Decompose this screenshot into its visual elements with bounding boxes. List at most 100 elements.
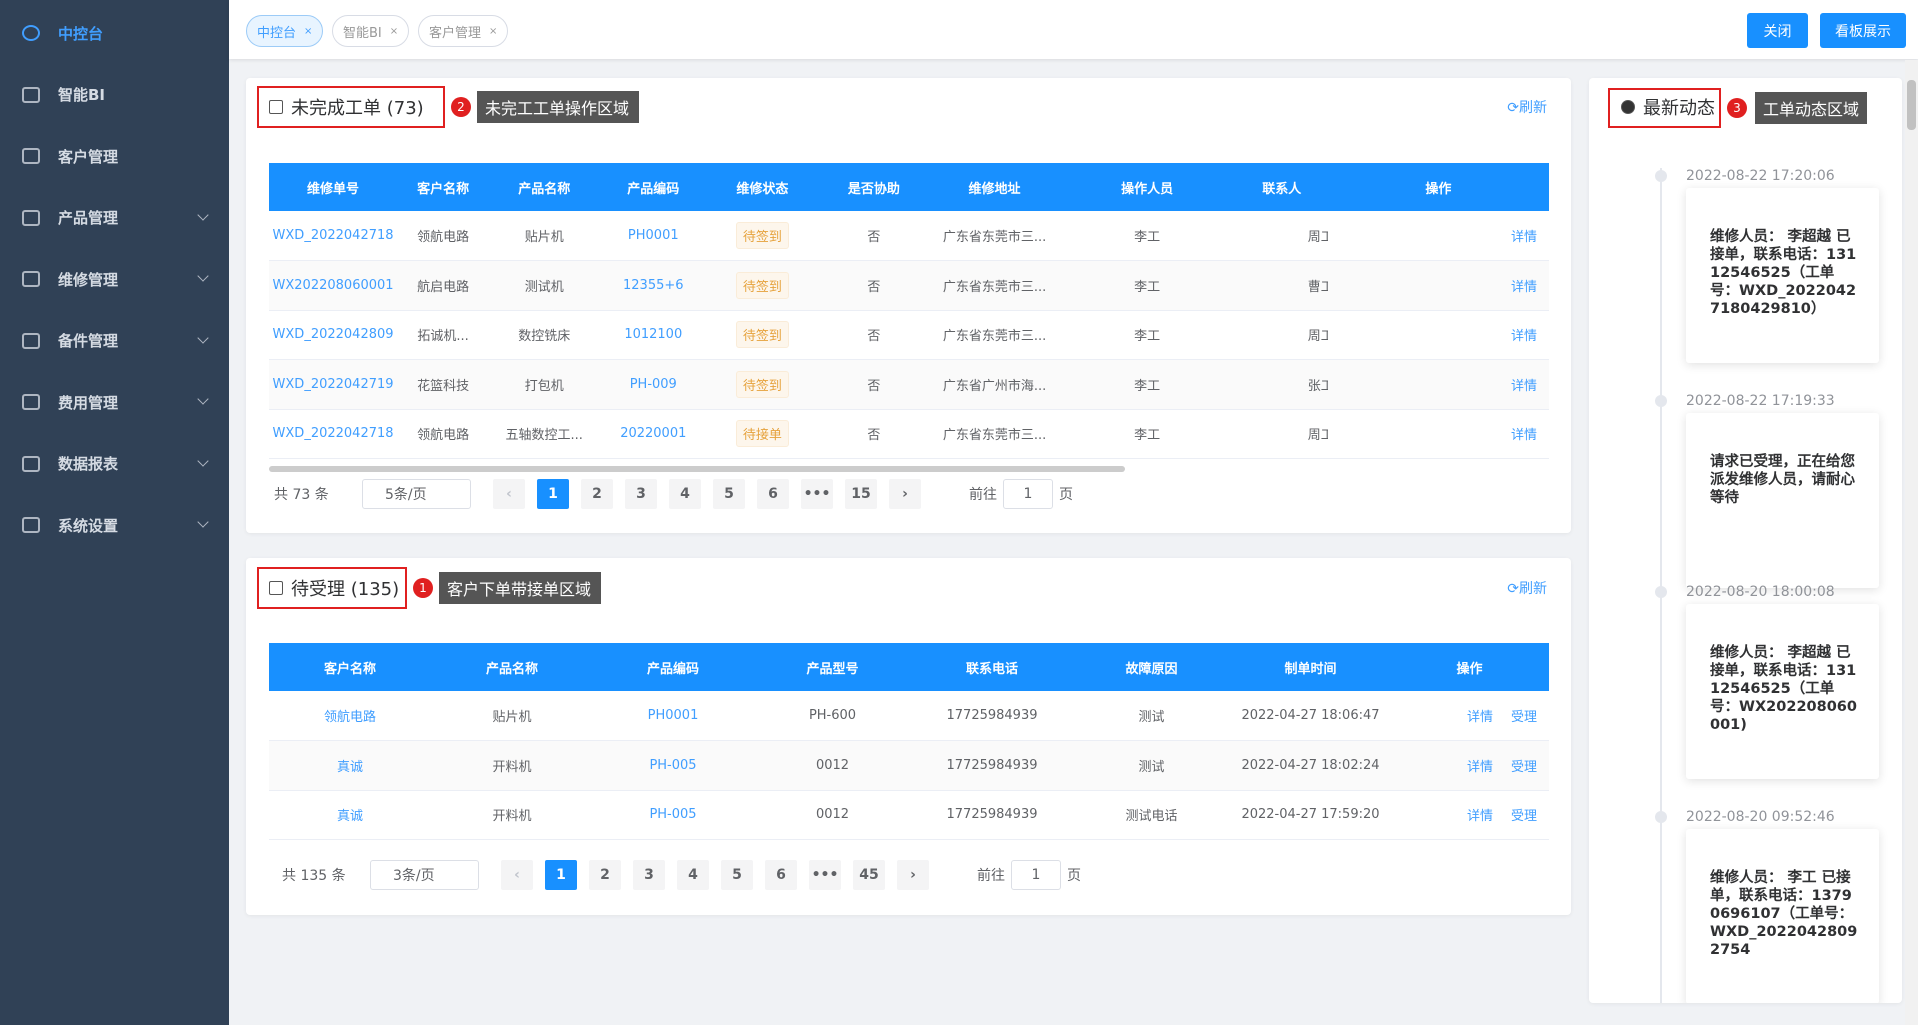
action-link[interactable]: 详情 xyxy=(1466,710,1493,725)
table-cell: 否 xyxy=(817,310,931,360)
page-button[interactable]: 3 xyxy=(625,479,657,509)
link[interactable]: PH-009 xyxy=(629,376,677,392)
link[interactable]: PH0001 xyxy=(627,228,679,243)
tab[interactable]: 客户管理 × xyxy=(418,15,509,47)
link[interactable]: 领航电路 xyxy=(323,710,376,725)
table-cell: 领航电路 xyxy=(397,211,490,261)
action-link[interactable]: 受理 xyxy=(1510,710,1537,725)
link[interactable]: 真诚 xyxy=(336,759,363,775)
link[interactable]: 20220001 xyxy=(620,426,687,442)
column-header: 客户名称 xyxy=(269,643,431,691)
page-button[interactable]: 1 xyxy=(537,479,569,509)
link[interactable]: PH-005 xyxy=(649,807,697,823)
detail-link[interactable]: 详情 xyxy=(1510,329,1537,345)
goto-input[interactable]: 1 xyxy=(1011,860,1061,890)
column-header: 制单时间 xyxy=(1231,643,1390,691)
table-cell: PH-009 xyxy=(599,359,708,410)
nav-item[interactable]: 费用管理 xyxy=(0,377,229,427)
nav-item[interactable]: 系统设置 xyxy=(0,500,229,550)
link[interactable]: 真诚 xyxy=(336,809,363,825)
nav-item[interactable]: 智能BI xyxy=(0,70,229,120)
page-button[interactable]: 2 xyxy=(589,860,621,890)
goto-label: 前往 xyxy=(969,487,997,503)
page-button[interactable]: ••• xyxy=(809,860,841,890)
page-button[interactable]: 5 xyxy=(713,479,745,509)
link[interactable]: PH-005 xyxy=(649,757,697,773)
table-cell: 详情 xyxy=(1327,260,1549,311)
column-header: 产品型号 xyxy=(753,643,912,691)
table-cell: 详情 xyxy=(1327,310,1549,360)
link[interactable]: WX202208060001 xyxy=(272,277,394,293)
table-cell: 周工 xyxy=(1235,409,1328,459)
nav-item[interactable]: 数据报表 xyxy=(0,439,229,489)
nav-icon xyxy=(22,86,40,103)
column-header: 是否协助 xyxy=(817,163,931,211)
header-button[interactable]: 看板展示 xyxy=(1820,13,1906,48)
nav-item[interactable]: 客户管理 xyxy=(0,131,229,181)
link[interactable]: WXD_2022042718 xyxy=(272,426,394,442)
link[interactable]: 1012100 xyxy=(624,327,683,343)
page-button[interactable]: 6 xyxy=(765,860,797,890)
page-button[interactable]: 4 xyxy=(669,479,701,509)
nav-item[interactable]: 维修管理 xyxy=(0,254,229,304)
cell-text: 张工 xyxy=(1307,378,1328,394)
page-button[interactable]: 4 xyxy=(677,860,709,890)
action-link[interactable]: 受理 xyxy=(1510,809,1537,825)
link[interactable]: WXD_2022042809 xyxy=(272,327,394,343)
page-button[interactable]: 5 xyxy=(721,860,753,890)
table-cell: 领航电路 xyxy=(397,409,490,459)
nav-label: 费用管理 xyxy=(58,393,119,412)
detail-link[interactable]: 详情 xyxy=(1510,279,1537,295)
prev-page[interactable]: ‹ xyxy=(501,860,533,890)
cell-text: 李工 xyxy=(1134,279,1161,295)
tab-close[interactable]: × xyxy=(489,25,498,37)
tab-label: 中控台 xyxy=(257,25,297,41)
panel-title: 待受理 (135) xyxy=(269,576,399,600)
activity-panel: 最新动态 3 工单动态区域 2022-08-22 17:20:06 维修人员： 李超越 … xyxy=(1589,78,1902,1003)
link[interactable]: WXD_2022042718 xyxy=(272,228,394,243)
detail-link[interactable]: 详情 xyxy=(1510,230,1537,245)
page-button[interactable]: 45 xyxy=(853,860,885,890)
next-page[interactable]: › xyxy=(897,860,929,890)
nav-item[interactable]: 产品管理 xyxy=(0,193,229,243)
link[interactable]: WXD_2022042719 xyxy=(272,376,394,392)
tab[interactable]: 智能BI × xyxy=(332,15,410,47)
page-button[interactable]: 3 xyxy=(633,860,665,890)
refresh-link[interactable]: ⟳刷新 xyxy=(1507,581,1547,597)
table-cell: 花篮科技 xyxy=(397,359,490,410)
link[interactable]: PH0001 xyxy=(647,708,699,723)
page-button[interactable]: 2 xyxy=(581,479,613,509)
header-button[interactable]: 关闭 xyxy=(1747,13,1808,48)
tab[interactable]: 中控台 × xyxy=(246,15,324,47)
page-button[interactable]: 15 xyxy=(845,479,877,509)
table-cell: 周工 xyxy=(1235,310,1328,360)
link[interactable]: 12355+6 xyxy=(623,277,684,293)
page-size-select[interactable]: 5条/页 xyxy=(362,479,471,509)
page-button[interactable]: 6 xyxy=(757,479,789,509)
nav-item[interactable]: 中控台 xyxy=(0,8,229,58)
page-button[interactable]: ••• xyxy=(801,479,833,509)
status-tag: 待签到 xyxy=(735,321,789,349)
next-page[interactable]: › xyxy=(889,479,921,509)
tab-close[interactable]: × xyxy=(304,25,313,37)
panel-title: 最新动态 xyxy=(1621,95,1715,119)
nav-item[interactable]: 备件管理 xyxy=(0,316,229,366)
tab-close[interactable]: × xyxy=(389,25,399,37)
detail-link[interactable]: 详情 xyxy=(1510,428,1537,444)
page-size-select[interactable]: 3条/页 xyxy=(370,860,479,890)
table-cell: PH-600 xyxy=(753,691,912,741)
action-link[interactable]: 受理 xyxy=(1510,759,1537,775)
timeline-line xyxy=(1660,168,1662,1003)
detail-link[interactable]: 详情 xyxy=(1510,378,1537,394)
cell-text: 0012 xyxy=(815,757,850,773)
action-link[interactable]: 详情 xyxy=(1466,759,1493,775)
goto-input[interactable]: 1 xyxy=(1003,479,1053,509)
action-link[interactable]: 详情 xyxy=(1466,809,1493,825)
table-cell: 曹工 xyxy=(1235,260,1328,311)
page-button[interactable]: 1 xyxy=(545,860,577,890)
prev-page[interactable]: ‹ xyxy=(493,479,525,509)
refresh-link[interactable]: ⟳刷新 xyxy=(1507,100,1547,116)
annotation-note: 客户下单带接单区域 xyxy=(439,572,601,604)
table-row: WXD_2022042719 花篮科技 打包机 PH-009 待签到 否 广东省广州市海..… xyxy=(269,359,1549,410)
